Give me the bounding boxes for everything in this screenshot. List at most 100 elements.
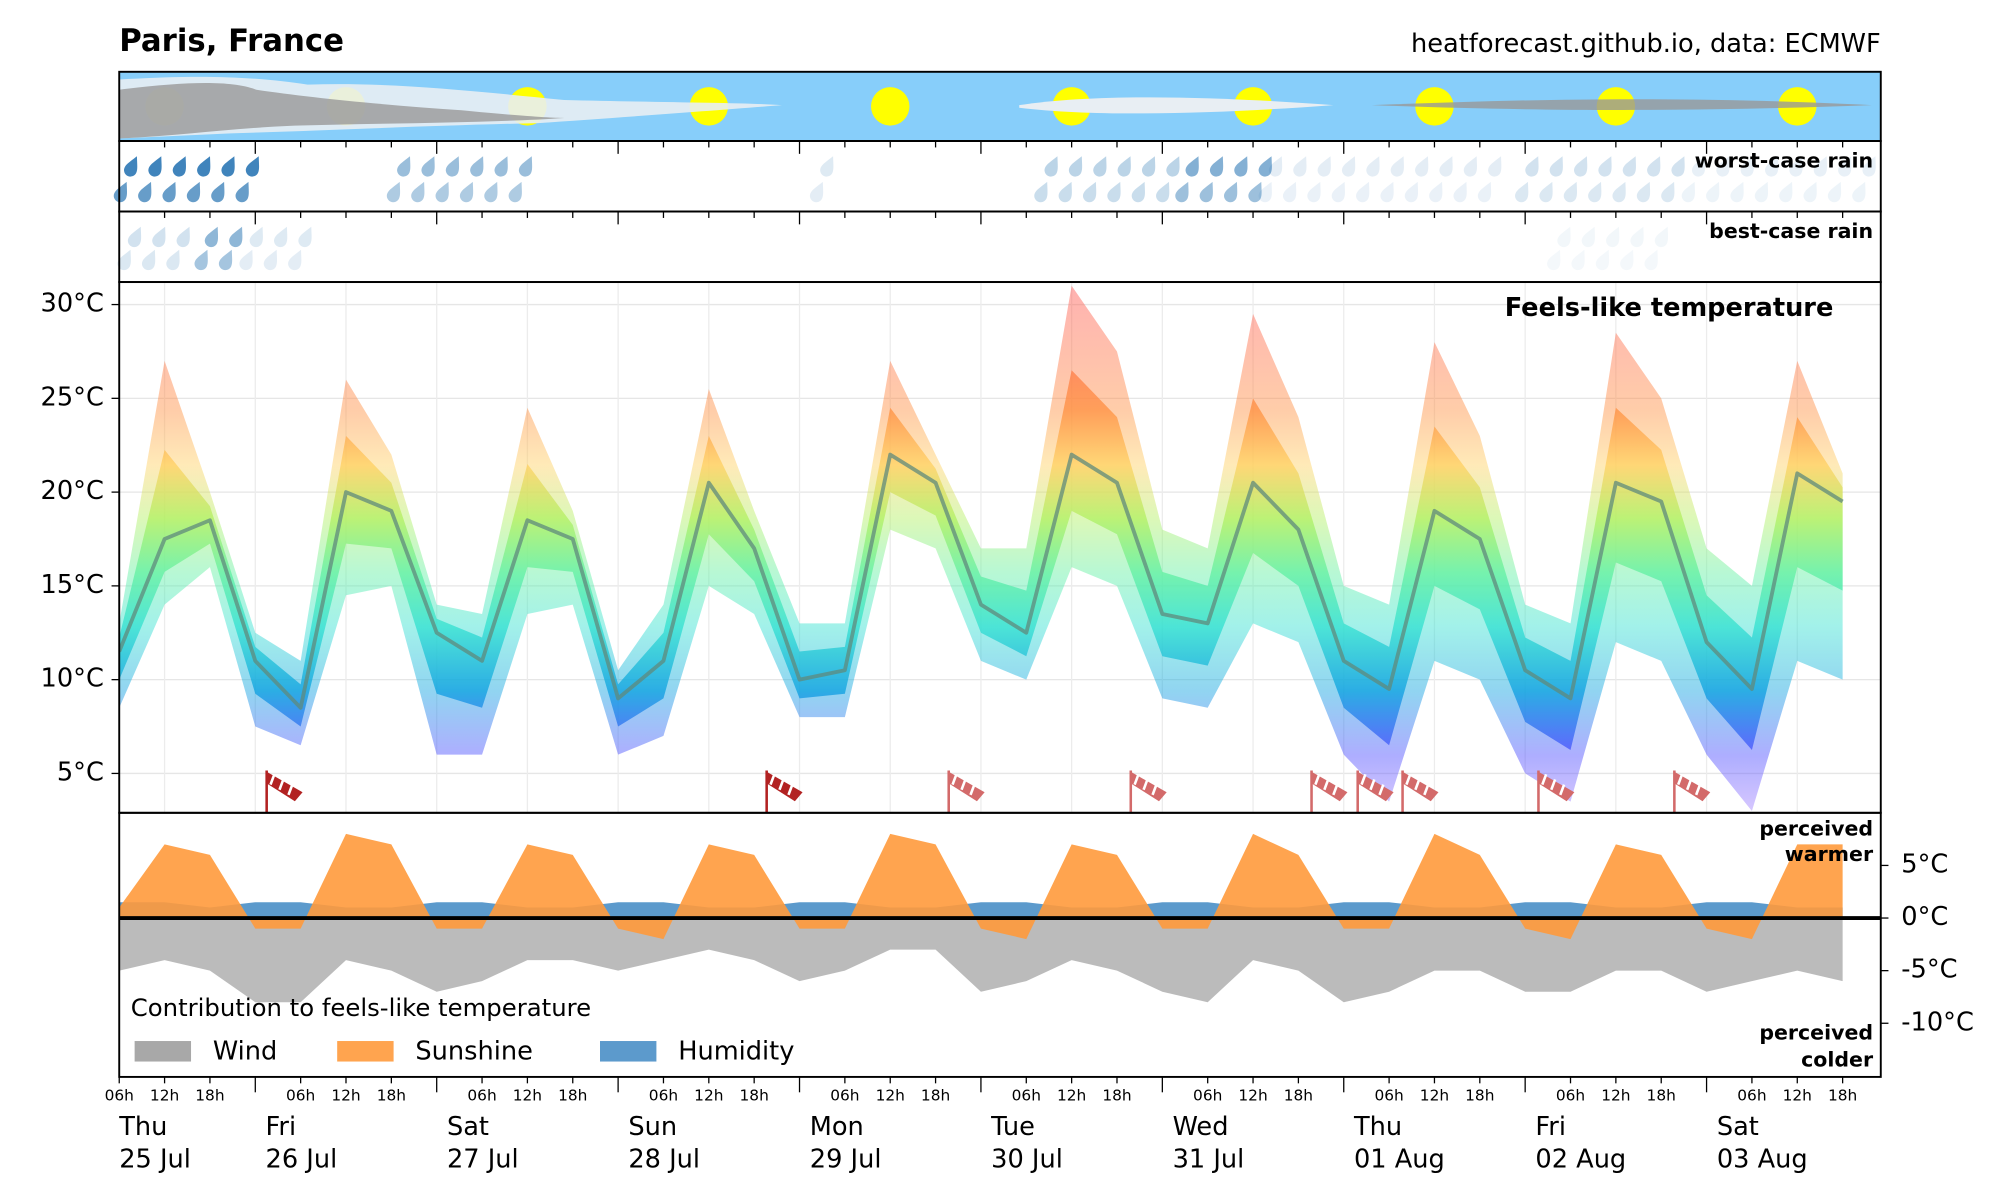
wind-flag	[765, 770, 803, 813]
raindrop	[263, 249, 278, 271]
raindrop	[1390, 156, 1404, 177]
raindrop	[142, 249, 156, 271]
day-label: Fri	[1535, 1112, 1566, 1142]
date-label: 01 Aug	[1354, 1144, 1445, 1174]
contribution-area	[119, 918, 1843, 1003]
x-tick-label: 12h	[150, 1087, 179, 1105]
plot-area	[119, 285, 1844, 811]
raindrop	[809, 181, 824, 203]
flag	[1357, 771, 1394, 802]
rain-label: worst-case rain	[1695, 149, 1873, 173]
raindrop	[1549, 156, 1563, 177]
raindrop	[470, 156, 484, 177]
raindrop	[1268, 156, 1283, 177]
raindrop	[245, 156, 260, 177]
raindrop	[1156, 181, 1170, 203]
raindrop	[113, 181, 128, 203]
title: Paris, France	[119, 23, 344, 59]
raindrop	[1199, 181, 1213, 203]
flag	[1674, 771, 1711, 802]
x-tick-label: 18h	[1647, 1087, 1676, 1105]
raindrop	[1293, 156, 1307, 177]
raindrop	[1606, 226, 1620, 248]
x-axis: 06h 12h 18h 06h 12h 18h 06h 12h 18h 06h 12h 18h 06h 1…	[105, 141, 1857, 1174]
flag-stripe	[1332, 784, 1339, 796]
median-line	[119, 452, 1844, 710]
flag-stripe	[1314, 773, 1321, 786]
wind-flag	[1401, 770, 1439, 813]
raindrop	[1093, 156, 1107, 177]
raindrop	[1630, 226, 1644, 248]
flag-stripe	[1133, 773, 1140, 786]
raindrop	[1661, 181, 1675, 203]
raindrop	[1525, 156, 1539, 177]
best-rain-panel	[117, 226, 1669, 271]
raindrop	[1644, 249, 1658, 271]
raindrop	[1380, 181, 1394, 203]
raindrop	[386, 181, 401, 203]
plot-area	[119, 833, 1843, 1003]
raindrop	[1598, 156, 1612, 177]
flag-stripe	[278, 779, 285, 791]
x-tick-label: 12h	[876, 1087, 905, 1105]
raindrop	[1429, 181, 1443, 203]
day-label: Mon	[810, 1112, 864, 1142]
day-label: Tue	[990, 1112, 1035, 1142]
raindrop	[211, 181, 225, 203]
y-tick-label: 25°C	[41, 382, 104, 412]
raindrop	[518, 156, 533, 177]
date-label: 27 Jul	[447, 1144, 519, 1174]
raindrop	[1166, 156, 1180, 177]
range-band	[119, 285, 1843, 811]
raindrop	[204, 226, 219, 248]
x-tick-label: 06h	[1556, 1087, 1585, 1105]
raindrop	[1754, 181, 1769, 203]
raindrop	[235, 181, 249, 203]
raindrop	[1789, 156, 1803, 177]
x-tick-label: 18h	[558, 1087, 587, 1105]
raindrop	[1342, 156, 1356, 177]
raindrop	[1595, 249, 1610, 271]
flag	[1402, 771, 1439, 802]
legend-swatch	[337, 1041, 394, 1062]
x-tick-label: 12h	[1057, 1087, 1086, 1105]
day-label: Wed	[1173, 1112, 1229, 1142]
y-tick-label: 20°C	[41, 476, 104, 506]
raindrop	[1581, 226, 1595, 248]
flag	[266, 771, 303, 802]
sun	[870, 87, 910, 126]
flag	[766, 771, 803, 802]
day-label: Thu	[1353, 1112, 1402, 1142]
raindrop	[494, 156, 508, 177]
source: heatforecast.github.io, data: ECMWF	[1411, 29, 1881, 59]
legend-label: Humidity	[678, 1037, 794, 1067]
rain-label: best-case rain	[1709, 219, 1873, 243]
flag-stripe	[1151, 784, 1158, 796]
contribution-panel: 5°C 0°C -5°C -10°C	[119, 833, 1974, 1037]
flag-stripe	[1423, 784, 1430, 796]
raindrop	[1671, 156, 1685, 177]
x-tick-label: 12h	[1420, 1087, 1449, 1105]
y-tick-label: 5°C	[1901, 849, 1948, 879]
raindrop	[117, 249, 131, 271]
x-tick-label: 18h	[1284, 1087, 1313, 1105]
raindrop	[1622, 156, 1636, 177]
raindrop	[172, 156, 186, 177]
y-tick-label: -5°C	[1901, 955, 1957, 985]
raindrop	[1224, 181, 1238, 203]
flag-stripe	[1369, 779, 1376, 791]
wind-flag	[1673, 770, 1711, 813]
raindrop	[148, 156, 162, 177]
x-tick-label: 06h	[1737, 1087, 1766, 1105]
contribution-area	[119, 833, 1843, 940]
raindrop	[1740, 156, 1754, 177]
raindrop	[1117, 156, 1131, 177]
x-tick-label: 06h	[830, 1087, 859, 1105]
raindrop	[1620, 249, 1634, 271]
raindrop	[1539, 181, 1553, 203]
day-label: Sun	[628, 1112, 677, 1142]
raindrop	[1803, 181, 1817, 203]
x-tick-label: 06h	[1012, 1087, 1041, 1105]
date-label: 30 Jul	[991, 1144, 1063, 1174]
legend-title: Contribution to feels-like temperature	[131, 993, 591, 1022]
